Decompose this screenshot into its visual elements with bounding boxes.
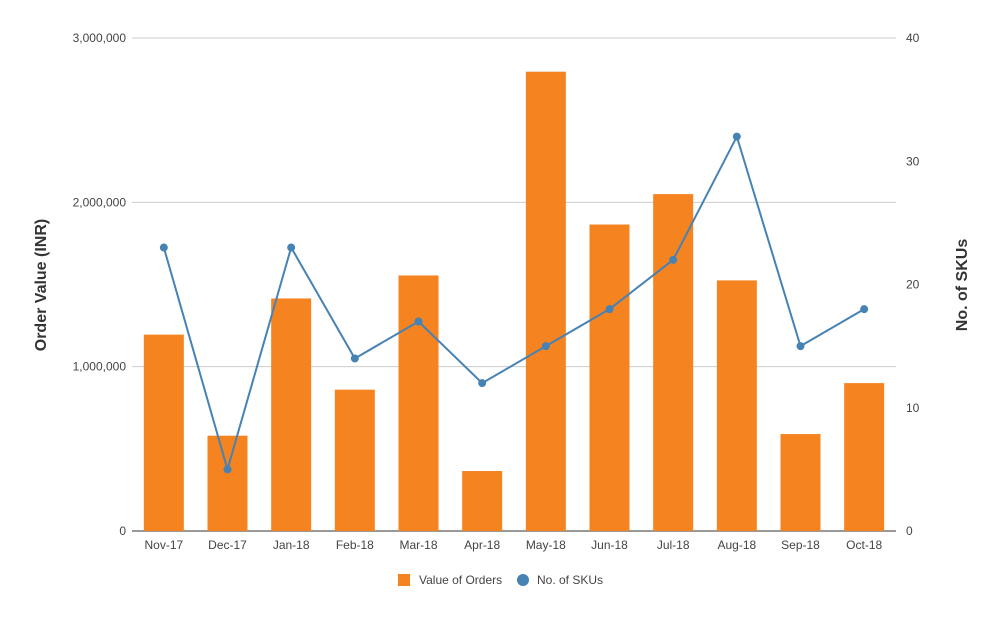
bar [143,334,184,531]
x-tick-label: Apr-18 [464,538,500,552]
bar [271,298,312,531]
data-point [223,465,232,474]
bar [716,280,757,531]
series-line [162,133,865,474]
legend-label: No. of SKUs [537,573,603,587]
y-tick-label: 0 [119,524,126,538]
bar [462,471,503,531]
y-axis-title: Order Value (INR) [33,219,50,351]
x-tick-label: Jan-18 [273,538,310,552]
y2-tick-label: 20 [906,278,920,292]
y2-tick-label: 10 [906,401,920,415]
data-point [350,354,359,363]
x-tick-label: May-18 [526,538,566,552]
data-point [159,243,168,252]
bar [525,71,566,532]
bar [844,383,885,531]
bar [780,434,821,531]
y2-tick-label: 40 [906,31,920,45]
bar [334,389,375,531]
axes: 0 1,000,000 2,000,000 3,000,000 0 10 20 30 40 Nov… [73,31,920,552]
y-tick-label: 3,000,000 [73,31,127,45]
x-tick-label: Sep-18 [781,538,820,552]
x-tick-label: Aug-18 [717,538,756,552]
y2-axis-title: No. of SKUs [954,239,971,332]
legend-swatch [398,574,410,586]
data-point [860,305,869,314]
data-point [669,255,678,264]
bar [207,435,248,531]
bar [653,194,694,531]
data-point [478,379,487,388]
bars [143,71,885,532]
y-tick-label: 1,000,000 [73,360,127,374]
data-point [605,305,614,314]
x-tick-label: Jul-18 [657,538,690,552]
x-tick-label: Feb-18 [336,538,374,552]
sku-line [159,132,869,474]
data-point [732,132,741,141]
x-tick-label: Oct-18 [846,538,882,552]
x-tick-label: Jun-18 [591,538,628,552]
y-tick-label: 2,000,000 [73,195,127,209]
x-tick-label: Nov-17 [144,538,183,552]
legend-marker [517,574,529,586]
data-point [287,243,296,252]
legend-label: Value of Orders [419,573,502,587]
bar [589,224,630,532]
x-tick-label: Dec-17 [208,538,247,552]
gridlines [132,37,896,532]
data-point [414,317,423,326]
bar [398,275,439,531]
y2-tick-label: 0 [906,524,913,538]
legend: Value of Orders No. of SKUs [398,573,603,587]
y2-tick-label: 30 [906,154,920,168]
data-point [541,342,550,351]
x-tick-label: Mar-18 [399,538,437,552]
data-point [796,342,805,351]
